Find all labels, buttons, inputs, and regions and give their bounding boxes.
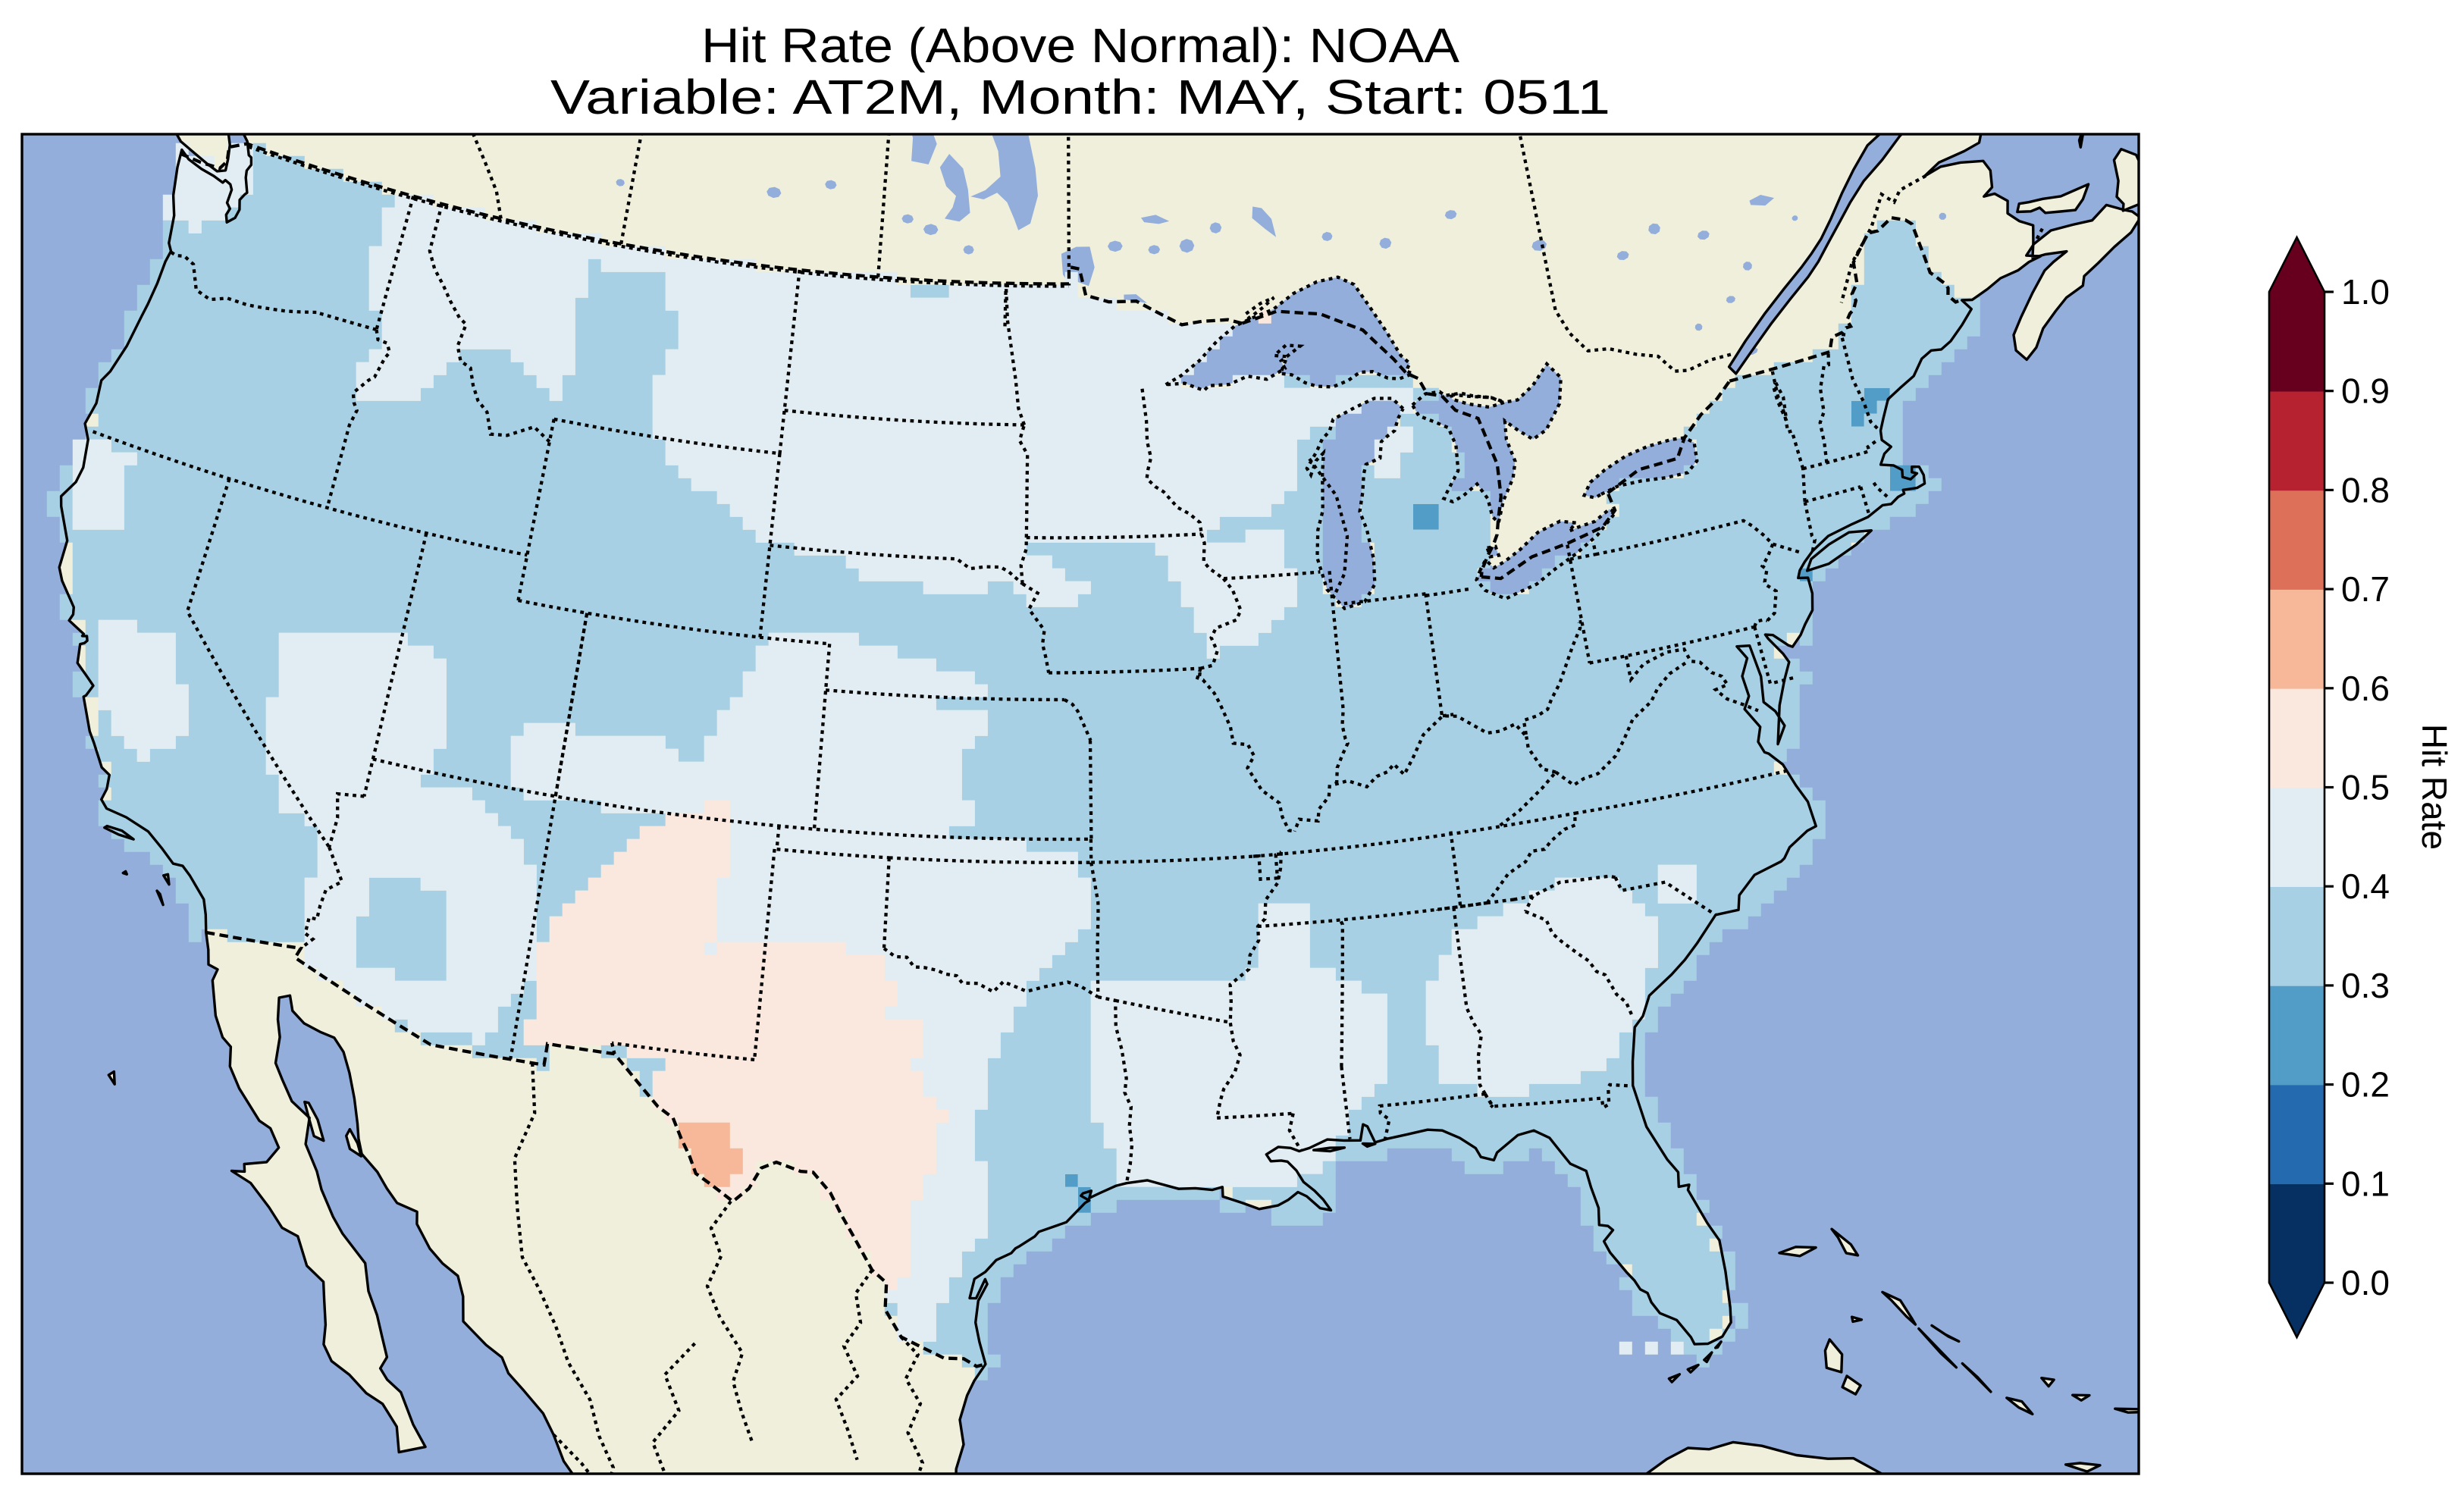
svg-text:Variable: AT2M, Month: MAY, St: Variable: AT2M, Month: MAY, Start: 0511	[550, 70, 1610, 124]
svg-text:0.7: 0.7	[2341, 569, 2390, 609]
svg-text:Hit Rate (Above Normal): NOAA: Hit Rate (Above Normal): NOAA	[701, 18, 1459, 73]
svg-text:0.9: 0.9	[2341, 371, 2390, 411]
svg-text:0.6: 0.6	[2341, 669, 2390, 708]
svg-text:0.5: 0.5	[2341, 768, 2390, 807]
svg-text:0.1: 0.1	[2341, 1164, 2390, 1203]
svg-text:1.0: 1.0	[2341, 272, 2390, 312]
svg-text:0.8: 0.8	[2341, 470, 2390, 509]
svg-text:0.0: 0.0	[2341, 1263, 2390, 1302]
svg-text:0.2: 0.2	[2341, 1065, 2390, 1105]
svg-text:Hit Rate: Hit Rate	[2415, 724, 2454, 850]
svg-text:0.4: 0.4	[2341, 867, 2390, 906]
svg-text:0.3: 0.3	[2341, 966, 2390, 1005]
